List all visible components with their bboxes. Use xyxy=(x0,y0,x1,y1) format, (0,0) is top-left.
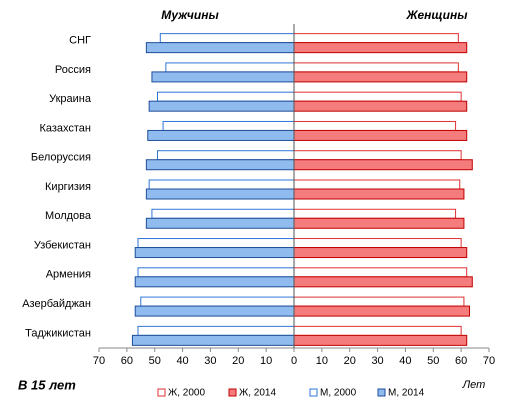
x-tick-label: 10 xyxy=(316,355,328,367)
bar xyxy=(151,71,295,83)
x-tick-label: 40 xyxy=(176,355,188,367)
x-tick-label: 40 xyxy=(399,355,411,367)
right-title: Женщины xyxy=(406,8,469,22)
category-label: СНГ xyxy=(69,35,91,47)
bar xyxy=(293,120,457,131)
x-tick-label: 10 xyxy=(260,355,272,367)
category-label: Белоруссия xyxy=(31,152,91,164)
bar xyxy=(137,267,295,278)
bar xyxy=(293,42,468,54)
bar xyxy=(293,62,459,73)
bar xyxy=(157,91,295,102)
x-tick-label: 50 xyxy=(427,355,439,367)
bar xyxy=(293,238,462,249)
category-label: Азербайджан xyxy=(22,298,91,310)
bar xyxy=(293,217,465,229)
legend-label: М, 2000 xyxy=(320,388,357,399)
bar xyxy=(165,62,295,73)
legend-swatch xyxy=(309,388,318,397)
bar xyxy=(131,334,295,346)
bar xyxy=(293,129,468,141)
bar xyxy=(293,208,457,219)
bar xyxy=(293,325,462,336)
bar xyxy=(293,267,468,278)
bar xyxy=(293,91,462,102)
bar xyxy=(147,129,295,141)
bar xyxy=(134,247,295,259)
chart-title: В 15 лет xyxy=(18,377,76,392)
bar xyxy=(293,276,473,288)
bar xyxy=(157,150,295,161)
bar xyxy=(137,325,295,336)
legend-swatch xyxy=(157,388,166,397)
x-tick-label: 60 xyxy=(121,355,133,367)
x-tick-label: 30 xyxy=(204,355,216,367)
bar xyxy=(145,42,295,54)
bar xyxy=(293,305,470,317)
bar xyxy=(145,188,295,200)
bar xyxy=(162,120,295,131)
bar xyxy=(148,100,295,112)
left-title: Мужчины xyxy=(161,8,219,22)
bar xyxy=(145,217,295,229)
x-tick-label: 30 xyxy=(371,355,383,367)
category-label: Россия xyxy=(55,64,91,76)
bar xyxy=(145,159,295,171)
legend-label: М, 2014 xyxy=(388,388,425,399)
category-label: Молдова xyxy=(45,210,92,222)
x-tick-label: 50 xyxy=(149,355,161,367)
x-tick-label: 0 xyxy=(291,355,297,367)
bar xyxy=(134,276,295,288)
bar xyxy=(293,296,465,307)
x-tick-label: 70 xyxy=(483,355,495,367)
category-label: Армения xyxy=(46,269,91,281)
x-tick-label: 20 xyxy=(232,355,244,367)
bar xyxy=(293,71,468,83)
bar xyxy=(148,179,295,190)
x-tick-label: 60 xyxy=(455,355,467,367)
legend-swatch xyxy=(377,388,386,397)
category-label: Украина xyxy=(49,93,92,105)
category-label: Казахстан xyxy=(39,122,91,134)
bar xyxy=(293,159,473,171)
bar xyxy=(293,33,459,44)
bar xyxy=(151,208,295,219)
bar xyxy=(293,179,461,190)
category-label: Узбекистан xyxy=(34,239,91,251)
legend-label: Ж, 2000 xyxy=(168,388,205,399)
bar xyxy=(293,247,468,259)
bar xyxy=(293,150,462,161)
bar xyxy=(293,100,468,112)
category-label: Киргизия xyxy=(45,181,91,193)
bar xyxy=(137,238,295,249)
bar xyxy=(134,305,295,317)
x-axis-label: Лет xyxy=(462,379,486,391)
legend-swatch xyxy=(228,388,237,397)
x-tick-label: 20 xyxy=(344,355,356,367)
x-tick-label: 70 xyxy=(93,355,105,367)
legend-label: Ж, 2014 xyxy=(239,388,276,399)
bar xyxy=(293,334,468,346)
bar xyxy=(293,188,465,200)
bar xyxy=(159,33,295,44)
category-label: Таджикистан xyxy=(25,327,91,339)
bar xyxy=(140,296,295,307)
